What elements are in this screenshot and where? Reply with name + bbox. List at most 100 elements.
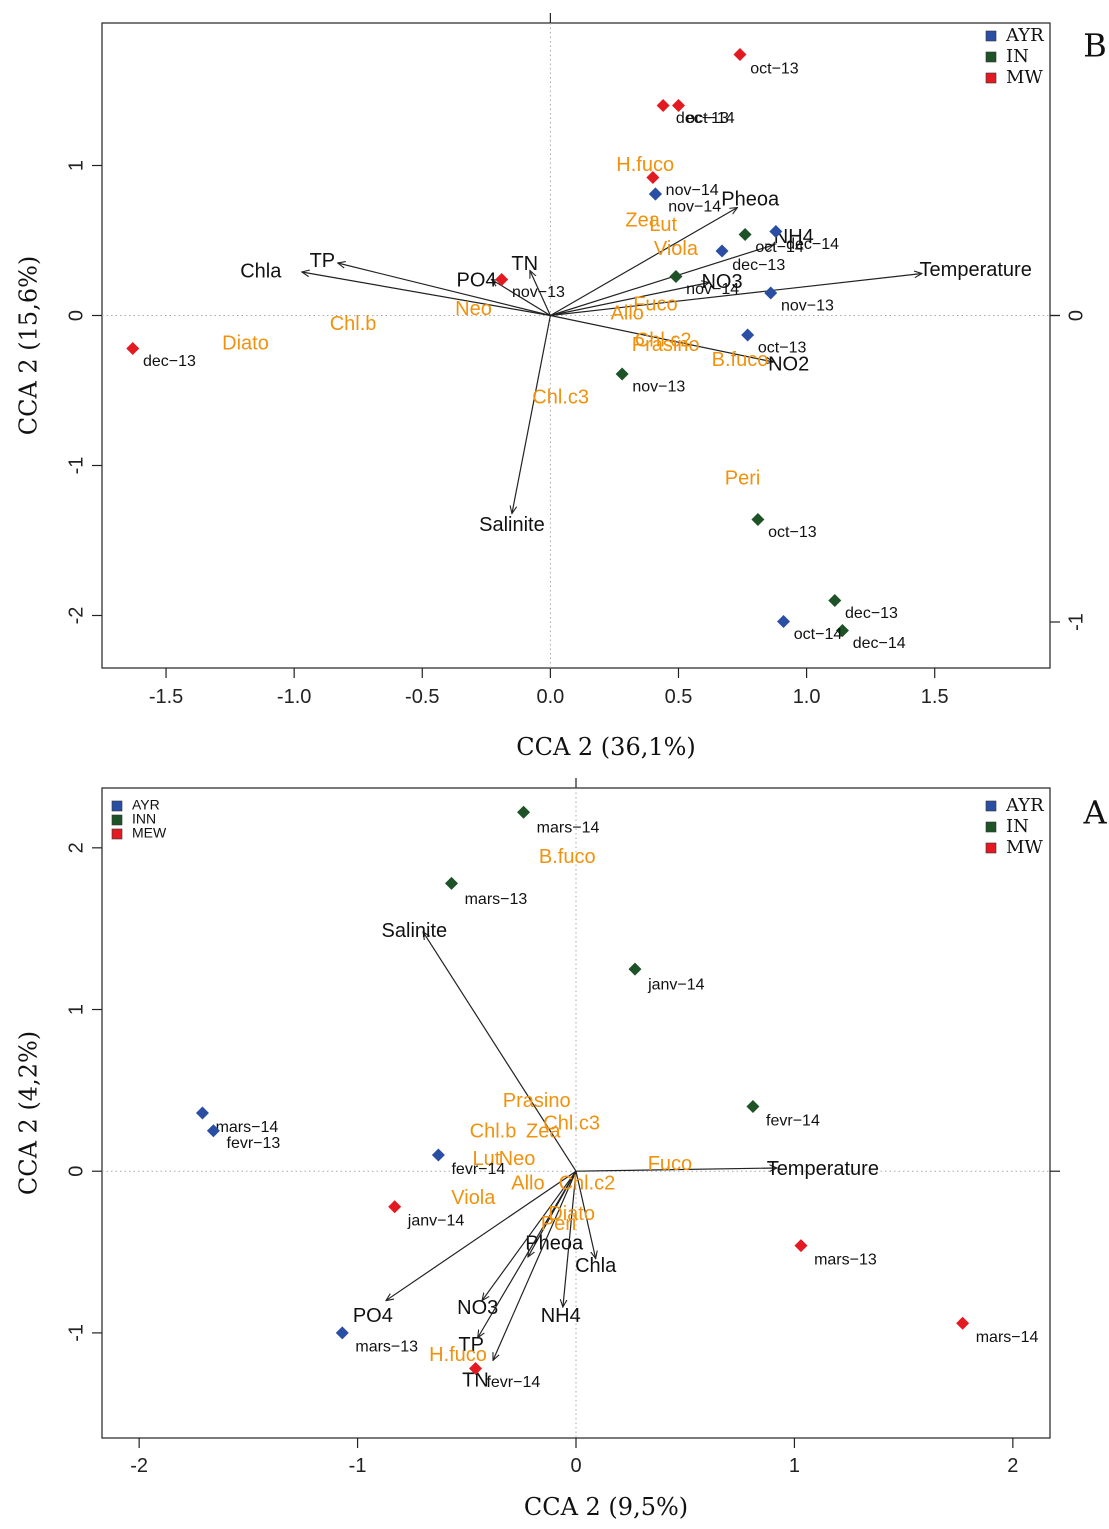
site-point-mw bbox=[956, 1316, 970, 1330]
pigment-label: Chl.c3 bbox=[532, 386, 589, 408]
legend-label: AYR bbox=[1005, 795, 1044, 816]
env-vector-arrow bbox=[550, 245, 773, 317]
env-vector-label: TP bbox=[310, 250, 336, 272]
site-label: janv−14 bbox=[407, 1213, 465, 1230]
site-point-ayr bbox=[715, 244, 729, 258]
pigment-label: Chl.b bbox=[470, 1121, 517, 1143]
env-vector-arrow bbox=[302, 272, 551, 317]
site-label: fevr−14 bbox=[486, 1374, 540, 1391]
site-label: nov−13 bbox=[512, 284, 565, 301]
x-axis-label: CCA 2 (9,5%) bbox=[524, 1493, 688, 1521]
legend-label: AYR bbox=[132, 797, 160, 813]
legend-label: AYR bbox=[1005, 25, 1044, 46]
pigment-label: Lut bbox=[473, 1148, 501, 1170]
panel-letter: A bbox=[1082, 794, 1107, 832]
pigment-label: Diato bbox=[548, 1203, 595, 1225]
pigment-label: H.fuco bbox=[616, 154, 674, 176]
env-vector-arrow bbox=[338, 263, 551, 317]
env-vector-label: NO3 bbox=[701, 271, 742, 293]
site-point-mw bbox=[469, 1361, 483, 1375]
plot-frame bbox=[101, 22, 1051, 669]
pigment-label: Zea bbox=[526, 1121, 561, 1143]
site-point-in bbox=[517, 805, 531, 819]
cca-panel-b: -1.5 -1.0 -0.5 0.0 0.5 1.0 1.5 -2 -1 0 1 -1 0 CCA 2 (… bbox=[15, 13, 1107, 761]
pigment-label: B.fuco bbox=[712, 349, 769, 371]
env-vector-label: NO2 bbox=[768, 353, 809, 375]
env-vector-label: PO4 bbox=[353, 1305, 393, 1327]
env-vector-arrow bbox=[575, 1168, 777, 1171]
pigment-label: Diato bbox=[222, 332, 269, 354]
site-point-mw bbox=[671, 99, 685, 112]
site-point-ayr bbox=[195, 1106, 209, 1120]
y-tick-label: 1 bbox=[65, 160, 87, 171]
pigment-label: Viola bbox=[654, 238, 699, 260]
env-vector-label: TN bbox=[462, 1370, 489, 1392]
env-vector-arrow bbox=[478, 1170, 577, 1338]
pigment-label: Fuco bbox=[633, 293, 677, 315]
legend-swatch bbox=[111, 800, 123, 812]
pigment-label: Allo bbox=[511, 1172, 544, 1194]
legend-swatch bbox=[111, 828, 123, 840]
site-label: dec−13 bbox=[732, 257, 785, 274]
right-tick-label: 0 bbox=[1065, 310, 1087, 321]
site-label: fevr−14 bbox=[766, 1112, 820, 1129]
y-tick-label: -1 bbox=[65, 457, 87, 475]
site-point-mw bbox=[495, 273, 509, 286]
site-label: nov−14 bbox=[686, 281, 739, 298]
env-vector-label: NH4 bbox=[774, 226, 814, 248]
pigment-label: H.fuco bbox=[429, 1344, 487, 1366]
site-point-in bbox=[628, 962, 642, 976]
site-label: fevr−13 bbox=[227, 1135, 281, 1152]
pigment-label: Chl.c2 bbox=[635, 329, 692, 351]
env-vector-arrow bbox=[530, 271, 551, 316]
x-tick-label: -0.5 bbox=[405, 686, 439, 708]
site-label: oct−14 bbox=[755, 239, 804, 256]
site-label: nov−13 bbox=[632, 379, 685, 396]
x-tick-label: -1.5 bbox=[149, 686, 183, 708]
legend-swatch bbox=[985, 72, 997, 84]
pigment-label: Chl.c3 bbox=[543, 1113, 600, 1135]
site-point-in bbox=[738, 228, 752, 241]
site-label: mars−13 bbox=[465, 891, 528, 908]
y-tick-label: 2 bbox=[65, 842, 87, 853]
site-label: mars−13 bbox=[355, 1339, 418, 1356]
pigment-label: Fuco bbox=[648, 1153, 692, 1175]
site-label: dec−13 bbox=[676, 110, 729, 127]
pigment-label: Peri bbox=[541, 1213, 577, 1235]
env-vector-arrow bbox=[493, 1170, 577, 1360]
x-tick-label: 0.5 bbox=[665, 686, 693, 708]
legend-swatch bbox=[985, 51, 997, 63]
env-vector-arrow bbox=[512, 315, 551, 514]
env-vector-label: Salinite bbox=[479, 514, 545, 536]
site-label: nov−14 bbox=[668, 199, 721, 216]
env-vector-arrow bbox=[550, 274, 922, 317]
env-vector-arrow bbox=[575, 1171, 596, 1258]
pigment-label: Peri bbox=[725, 467, 761, 489]
y-axis-label: CCA 2 (15,6%) bbox=[15, 256, 43, 436]
legend-swatch bbox=[985, 30, 997, 42]
pigment-label: Zea bbox=[625, 209, 660, 231]
legend-label: MW bbox=[1006, 837, 1043, 858]
y-tick-label: -2 bbox=[65, 607, 87, 625]
site-label: janv−14 bbox=[647, 976, 705, 993]
site-point-in bbox=[828, 594, 842, 607]
env-vector-label: NO3 bbox=[457, 1297, 498, 1319]
site-label: nov−13 bbox=[781, 298, 834, 315]
legend-label: INN bbox=[132, 811, 156, 827]
site-label: oct−14 bbox=[686, 110, 735, 127]
right-tick-label: -1 bbox=[1065, 613, 1087, 631]
x-tick-label: 0.0 bbox=[536, 686, 564, 708]
env-vector-label: Pheoa bbox=[721, 188, 780, 210]
site-label: mars−14 bbox=[537, 820, 600, 837]
x-tick-label: 0 bbox=[570, 1455, 581, 1477]
site-label: dec−13 bbox=[143, 353, 196, 370]
site-label: oct−14 bbox=[794, 626, 843, 643]
env-vector-arrow bbox=[550, 314, 773, 363]
pigment-label: Lut bbox=[649, 214, 677, 236]
y-tick-label: 0 bbox=[65, 310, 87, 321]
site-point-ayr bbox=[764, 286, 778, 300]
y-tick-label: 0 bbox=[65, 1166, 87, 1177]
legend-swatch bbox=[985, 800, 997, 812]
site-point-ayr bbox=[206, 1124, 220, 1138]
y-tick-label: -1 bbox=[65, 1324, 87, 1342]
